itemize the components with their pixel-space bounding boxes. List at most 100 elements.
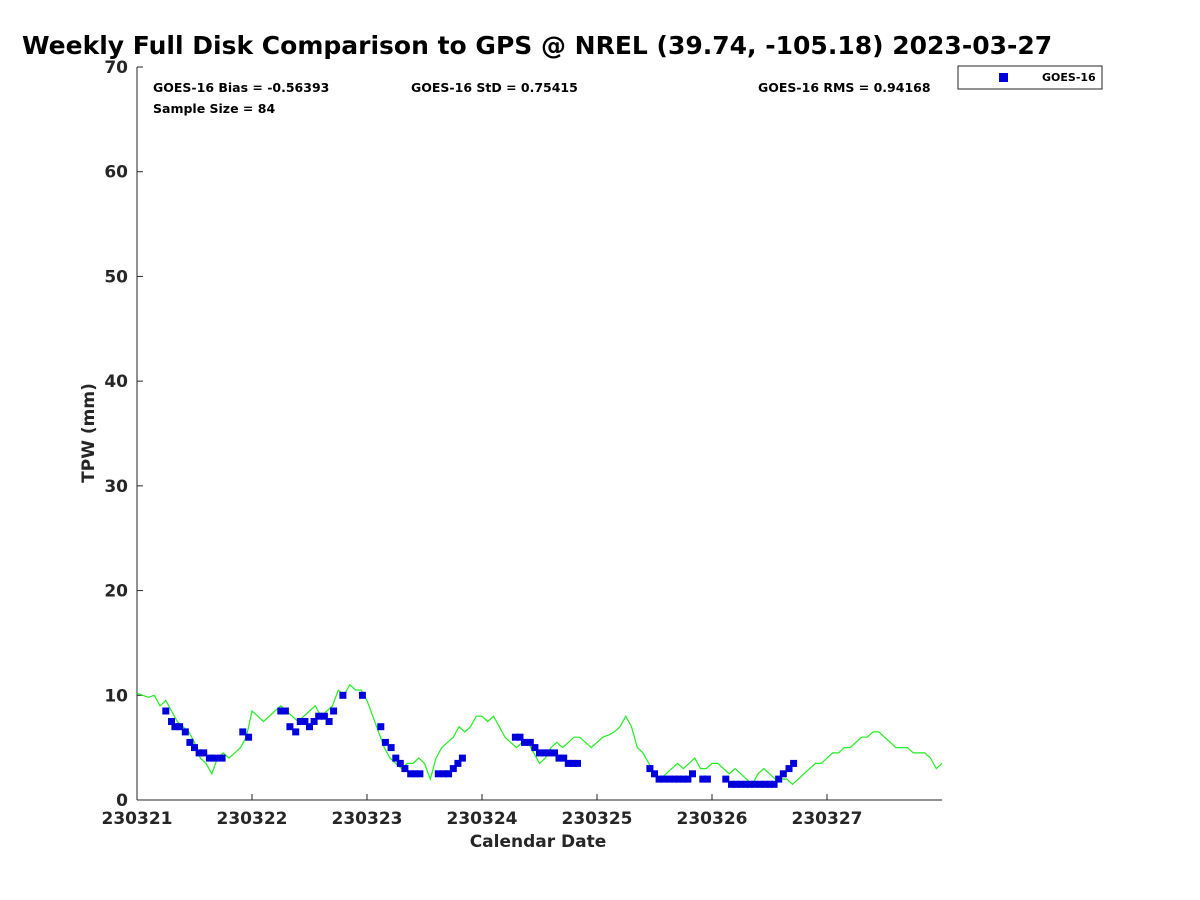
gps-series-line <box>136 683 943 786</box>
goes16-point <box>746 780 754 788</box>
goes16-point <box>660 775 668 783</box>
goes16-point <box>162 707 170 715</box>
goes16-point <box>766 780 773 788</box>
x-axis-label: Calendar Date <box>470 832 607 852</box>
y-tick-label: 50 <box>104 267 128 287</box>
goes16-point <box>516 733 524 741</box>
goes16-point <box>751 780 758 788</box>
goes16-point <box>574 759 581 767</box>
stat-std: GOES-16 StD = 0.75415 <box>411 80 578 95</box>
goes16-point <box>286 723 294 731</box>
x-tick-label: 230326 <box>677 809 748 829</box>
goes16-point <box>245 733 253 741</box>
x-tick-label: 230325 <box>562 809 633 829</box>
goes16-point <box>195 749 203 757</box>
goes16-point <box>526 738 534 746</box>
y-ticks: 0 10 20 30 40 50 60 70 <box>104 58 143 811</box>
goes16-point <box>779 770 787 778</box>
goes16-point <box>728 780 735 788</box>
goes16-point <box>536 749 543 757</box>
goes16-point <box>737 780 745 788</box>
goes16-point <box>381 738 389 746</box>
legend-label-goes16: GOES-16 <box>1042 71 1096 84</box>
goes16-point <box>310 718 318 725</box>
goes16-point <box>689 770 696 778</box>
goes16-point <box>679 775 687 783</box>
x-tick-label: 230323 <box>332 809 403 829</box>
goes16-point <box>434 770 442 778</box>
goes16-point <box>440 770 448 778</box>
goes16-point <box>445 770 453 778</box>
goes16-point <box>411 770 419 778</box>
goes16-point <box>551 749 558 757</box>
goes16-point <box>239 728 247 736</box>
goes16-point <box>703 775 711 783</box>
goes16-point <box>171 723 179 731</box>
x-tick-label: 230327 <box>792 809 863 829</box>
y-tick-label: 60 <box>104 163 128 183</box>
y-axis-label: TPW (mm) <box>79 383 99 483</box>
goes16-point <box>416 770 424 778</box>
goes16-point <box>211 754 219 762</box>
goes16-point <box>320 712 328 720</box>
goes16-point <box>564 759 572 767</box>
x-tick-label: 230322 <box>217 809 288 829</box>
legend-box <box>957 65 1103 90</box>
goes16-point <box>392 754 400 762</box>
goes16-point <box>387 744 395 752</box>
goes16-point <box>454 759 462 767</box>
goes16-point <box>176 723 184 731</box>
goes16-point <box>531 744 539 752</box>
x-tick-label: 230321 <box>102 809 173 829</box>
goes16-point <box>770 780 778 788</box>
goes16-point <box>396 759 404 767</box>
goes16-point <box>168 718 175 725</box>
goes16-point <box>292 728 300 736</box>
legend-marker-goes16 <box>999 73 1008 82</box>
goes16-point <box>651 770 658 778</box>
y-tick-label: 10 <box>104 686 128 706</box>
x-ticks: 230321 230322 230323 230324 230325 230326 2303… <box>102 794 863 829</box>
goes16-point <box>655 775 663 783</box>
goes16-point <box>301 718 309 725</box>
goes16-point <box>699 775 707 783</box>
goes16-point <box>449 765 457 773</box>
stat-sample-size: Sample Size = 84 <box>153 101 275 116</box>
goes16-point <box>377 723 385 731</box>
goes16-point <box>358 691 366 699</box>
goes16-point <box>186 738 194 746</box>
y-tick-label: 30 <box>104 477 128 497</box>
goes16-point <box>521 738 528 746</box>
goes16-point <box>665 775 673 783</box>
goes16-point <box>200 749 208 757</box>
series-layer <box>136 683 943 788</box>
goes16-point <box>722 775 730 783</box>
goes16-point <box>511 733 519 741</box>
goes16-point <box>741 780 749 788</box>
stat-bias: GOES-16 Bias = -0.56393 <box>153 80 329 95</box>
x-tick-label: 230324 <box>447 809 518 829</box>
legend: GOES-16 <box>957 65 1103 90</box>
goes16-point <box>670 775 678 783</box>
goes16-point <box>315 712 323 720</box>
goes16-point <box>732 780 740 788</box>
goes16-point <box>296 718 304 725</box>
goes16-point <box>540 749 548 757</box>
y-tick-label: 40 <box>104 372 128 392</box>
goes16-point <box>785 765 793 773</box>
goes16-point <box>407 770 415 778</box>
y-tick-label: 0 <box>116 791 128 811</box>
goes16-point <box>569 759 577 767</box>
y-tick-label: 20 <box>104 582 128 602</box>
goes16-point <box>339 691 347 699</box>
goes16-point <box>560 754 568 762</box>
stat-rms: GOES-16 RMS = 0.94168 <box>758 80 931 95</box>
goes16-point <box>191 744 198 752</box>
goes16-point <box>181 728 189 736</box>
goes16-point <box>675 775 683 783</box>
goes16-point <box>684 775 692 783</box>
goes16-point <box>218 754 226 762</box>
y-tick-label: 70 <box>104 58 128 78</box>
goes16-point <box>281 707 289 715</box>
